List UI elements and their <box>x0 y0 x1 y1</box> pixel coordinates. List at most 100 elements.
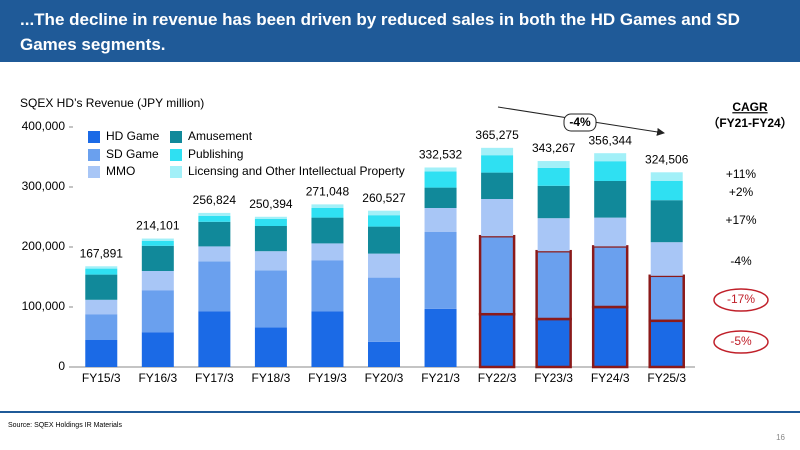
bar-segment <box>85 340 118 367</box>
cagr-value: -17% <box>727 292 755 306</box>
bar-segment <box>537 319 570 367</box>
bar-segment <box>650 200 683 243</box>
bar-segment <box>650 172 683 181</box>
cagr-value: +11% <box>726 167 756 181</box>
bar-segment <box>594 246 627 307</box>
source: Source: SQEX Holdings IR Materials <box>8 422 122 429</box>
legend-label: MMO <box>106 164 135 178</box>
bar-segment <box>311 260 344 312</box>
bar-segment <box>368 210 400 216</box>
bar-segment <box>650 181 683 201</box>
total-label: 214,101 <box>136 219 180 233</box>
cagr-subtitle: （FY21-FY24） <box>707 115 792 130</box>
bar-segment <box>537 251 570 319</box>
total-label: 356,344 <box>588 133 632 147</box>
bar-segment <box>481 314 514 367</box>
cagr-circle <box>713 288 769 312</box>
bar-segment <box>85 266 118 269</box>
cagr-circle <box>713 330 769 354</box>
bar-segment <box>254 327 287 367</box>
x-tick-label: FY24/3 <box>591 371 630 385</box>
bar-segment <box>141 290 174 333</box>
bar-segment <box>368 226 400 254</box>
cagr-value: -4% <box>730 254 752 268</box>
chart-title: SQEX HD’s Revenue (JPY million) <box>20 96 204 110</box>
bar-segment <box>537 185 570 219</box>
x-tick-label: FY20/3 <box>365 371 404 385</box>
bar-segment <box>198 215 231 222</box>
bar-segment <box>481 172 514 199</box>
bar-segment <box>254 218 287 226</box>
bar-segment <box>594 161 627 181</box>
cagr-value: -5% <box>730 334 752 348</box>
bar-segment <box>198 246 231 262</box>
legend-swatch <box>88 131 100 143</box>
bar-segment <box>650 275 683 321</box>
trend-box <box>563 113 597 132</box>
legend-swatch <box>88 166 100 178</box>
bar-segment <box>141 332 174 367</box>
bar-segment <box>537 161 570 168</box>
legend-swatch <box>170 131 182 143</box>
legend-label: Amusement <box>188 129 253 143</box>
bar-segment <box>311 311 344 367</box>
bar-segment <box>368 215 400 227</box>
bar-segment <box>481 155 514 173</box>
total-label: 167,891 <box>80 246 124 260</box>
x-tick-label: FY21/3 <box>421 371 460 385</box>
bar-segment <box>424 167 457 172</box>
bar-segment <box>198 261 231 312</box>
y-tick-label: 200,000 <box>22 239 66 253</box>
bar-segment <box>537 167 570 186</box>
header-band: ...The decline in revenue has been drive… <box>0 0 800 62</box>
bar-segment <box>254 216 287 219</box>
page-number: 16 <box>776 433 785 442</box>
bar-segment <box>368 253 400 278</box>
y-tick-label: 100,000 <box>22 299 66 313</box>
bar-segment <box>141 238 174 241</box>
legend-label: Publishing <box>188 147 243 161</box>
bar-segment <box>198 212 231 216</box>
bar-segment <box>254 226 287 252</box>
legend-swatch <box>88 149 100 161</box>
legend-swatch <box>170 149 182 161</box>
cagr-title: CAGR <box>732 100 768 114</box>
bar-segment <box>368 277 400 342</box>
x-tick-label: FY23/3 <box>534 371 573 385</box>
bar-segment <box>198 221 231 247</box>
total-label: 256,824 <box>193 193 237 207</box>
bar-segment <box>594 153 627 162</box>
bar-segment <box>141 245 174 271</box>
total-label: 324,506 <box>645 152 689 166</box>
bar-segment <box>141 241 174 246</box>
bar-segment <box>424 208 457 232</box>
bar-segment <box>481 236 514 315</box>
bar-segment <box>594 217 627 247</box>
bar-segment <box>481 199 514 237</box>
bar-segment <box>650 242 683 276</box>
bar-segment <box>424 232 457 309</box>
x-tick-label: FY18/3 <box>252 371 291 385</box>
bar-segment <box>311 208 344 218</box>
bar-segment <box>254 251 287 271</box>
bar-segment <box>141 271 174 291</box>
bar-segment <box>85 314 118 340</box>
bar-segment <box>85 274 118 300</box>
total-label: 271,048 <box>306 185 350 199</box>
x-tick-label: FY15/3 <box>82 371 121 385</box>
legend-label: SD Game <box>106 147 159 161</box>
total-label: 365,275 <box>475 128 519 142</box>
bar-segment <box>311 204 344 208</box>
trend-label: -4% <box>569 115 591 129</box>
x-tick-label: FY16/3 <box>138 371 177 385</box>
y-tick-label: 0 <box>58 359 65 373</box>
x-tick-label: FY17/3 <box>195 371 234 385</box>
bar-segment <box>368 341 400 367</box>
y-tick-label: 400,000 <box>22 119 66 133</box>
cagr-value: +17% <box>725 213 756 227</box>
bar-segment <box>254 270 287 328</box>
bar-segment <box>594 307 627 367</box>
bar-segment <box>311 217 344 244</box>
